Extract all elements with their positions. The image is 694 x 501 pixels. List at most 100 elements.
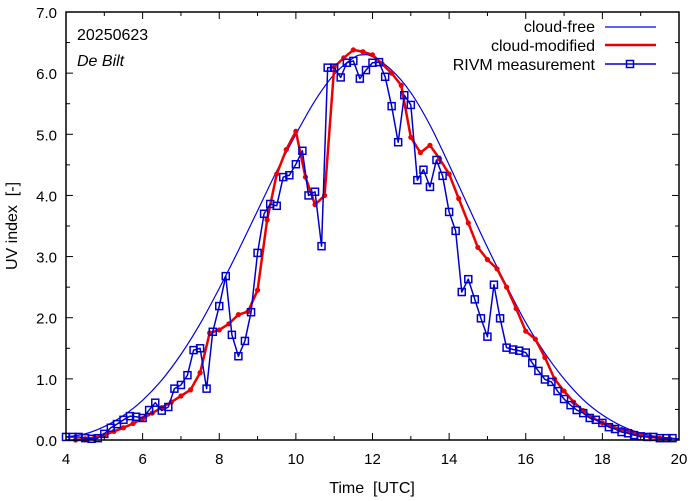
data-point bbox=[668, 433, 677, 443]
series-rivm-measurement bbox=[61, 56, 677, 444]
series-line bbox=[66, 54, 679, 440]
legend-label-cloud-free: cloud-free bbox=[524, 19, 595, 36]
y-tick-labels: 0.0 1.0 2.0 3.0 4.0 5.0 6.0 7.0 bbox=[36, 5, 57, 450]
data-point bbox=[221, 271, 231, 281]
data-point bbox=[112, 419, 122, 429]
y-tick-label: 0.0 bbox=[36, 433, 57, 450]
data-point bbox=[187, 387, 194, 393]
data-point bbox=[176, 380, 186, 390]
plot-frame bbox=[65, 11, 680, 441]
data-point bbox=[393, 137, 403, 147]
data-point bbox=[387, 101, 396, 111]
x-tick-label: 10 bbox=[288, 451, 305, 468]
data-point bbox=[489, 280, 499, 289]
x-tick-label: 18 bbox=[594, 451, 611, 468]
data-point bbox=[360, 49, 366, 55]
data-point bbox=[208, 327, 217, 337]
data-point bbox=[427, 142, 433, 148]
data-point bbox=[406, 100, 416, 110]
data-point bbox=[283, 146, 289, 153]
data-point bbox=[235, 312, 242, 318]
data-point bbox=[164, 402, 173, 412]
data-point bbox=[240, 336, 250, 346]
data-point bbox=[278, 172, 288, 182]
y-tick-label: 7.0 bbox=[36, 5, 57, 22]
data-point bbox=[215, 301, 224, 311]
data-point bbox=[417, 150, 423, 156]
x-tick-label: 20 bbox=[671, 451, 688, 468]
data-point bbox=[503, 284, 510, 290]
x-tick-label: 6 bbox=[138, 451, 146, 468]
x-tick-label: 14 bbox=[441, 451, 458, 468]
data-point bbox=[361, 65, 371, 75]
y-tick-label: 5.0 bbox=[36, 127, 57, 144]
data-point bbox=[578, 408, 588, 418]
data-point bbox=[93, 433, 103, 443]
data-point bbox=[374, 57, 384, 67]
data-point bbox=[151, 398, 160, 407]
data-point bbox=[259, 209, 269, 219]
data-point bbox=[246, 307, 256, 317]
data-point bbox=[293, 128, 299, 134]
data-point bbox=[195, 344, 205, 353]
data-point bbox=[532, 336, 538, 342]
y-tick-label: 1.0 bbox=[36, 372, 57, 389]
data-point bbox=[291, 159, 301, 169]
data-point bbox=[274, 171, 280, 177]
data-point bbox=[234, 351, 243, 361]
data-point bbox=[475, 244, 481, 250]
data-point bbox=[566, 400, 575, 410]
data-point bbox=[355, 74, 365, 83]
data-point bbox=[547, 377, 556, 387]
data-point bbox=[508, 345, 518, 354]
data-point bbox=[484, 257, 491, 263]
legend-marker-rivm-measurement bbox=[625, 59, 635, 69]
data-point bbox=[456, 195, 462, 202]
data-point bbox=[202, 384, 211, 393]
data-point bbox=[120, 425, 127, 431]
data-point bbox=[389, 70, 395, 76]
data-point bbox=[585, 413, 594, 423]
data-point bbox=[254, 287, 261, 293]
x-tick-label: 12 bbox=[364, 451, 381, 468]
legend-label-rivm-measurement: RIVM measurement bbox=[453, 57, 596, 74]
data-point bbox=[446, 171, 452, 177]
data-point bbox=[285, 171, 294, 180]
data-point bbox=[216, 327, 222, 333]
data-point bbox=[604, 422, 614, 432]
data-point bbox=[380, 72, 390, 82]
x-axis-title: Time [UTC] bbox=[329, 480, 415, 497]
data-point bbox=[561, 388, 567, 394]
series-cloud-modified bbox=[72, 47, 673, 443]
data-point bbox=[125, 411, 135, 421]
data-point bbox=[227, 330, 237, 340]
data-point bbox=[465, 220, 471, 226]
data-point bbox=[444, 207, 454, 217]
date-annotation: 20250623 bbox=[77, 27, 148, 44]
data-point bbox=[521, 348, 530, 357]
data-point bbox=[413, 175, 422, 185]
legend-label-cloud-modified: cloud-modified bbox=[491, 38, 595, 55]
x-tick-label: 8 bbox=[215, 451, 223, 468]
x-tick-label: 4 bbox=[62, 451, 70, 468]
y-tick-label: 2.0 bbox=[36, 311, 57, 328]
data-point bbox=[138, 413, 147, 423]
series-layer bbox=[61, 47, 679, 444]
series-line bbox=[75, 48, 670, 440]
series-line bbox=[66, 60, 673, 440]
data-point bbox=[513, 305, 519, 312]
data-point bbox=[476, 314, 486, 323]
data-point bbox=[197, 370, 203, 376]
data-point bbox=[523, 328, 529, 334]
series-cloud-free bbox=[66, 54, 679, 440]
y-tick-label: 6.0 bbox=[36, 66, 57, 83]
data-point bbox=[457, 287, 467, 297]
data-point bbox=[451, 226, 460, 236]
data-point bbox=[598, 418, 607, 428]
data-point bbox=[425, 182, 435, 192]
data-point bbox=[310, 187, 320, 197]
data-point bbox=[298, 146, 307, 156]
data-point bbox=[528, 358, 537, 368]
data-point bbox=[553, 386, 562, 396]
